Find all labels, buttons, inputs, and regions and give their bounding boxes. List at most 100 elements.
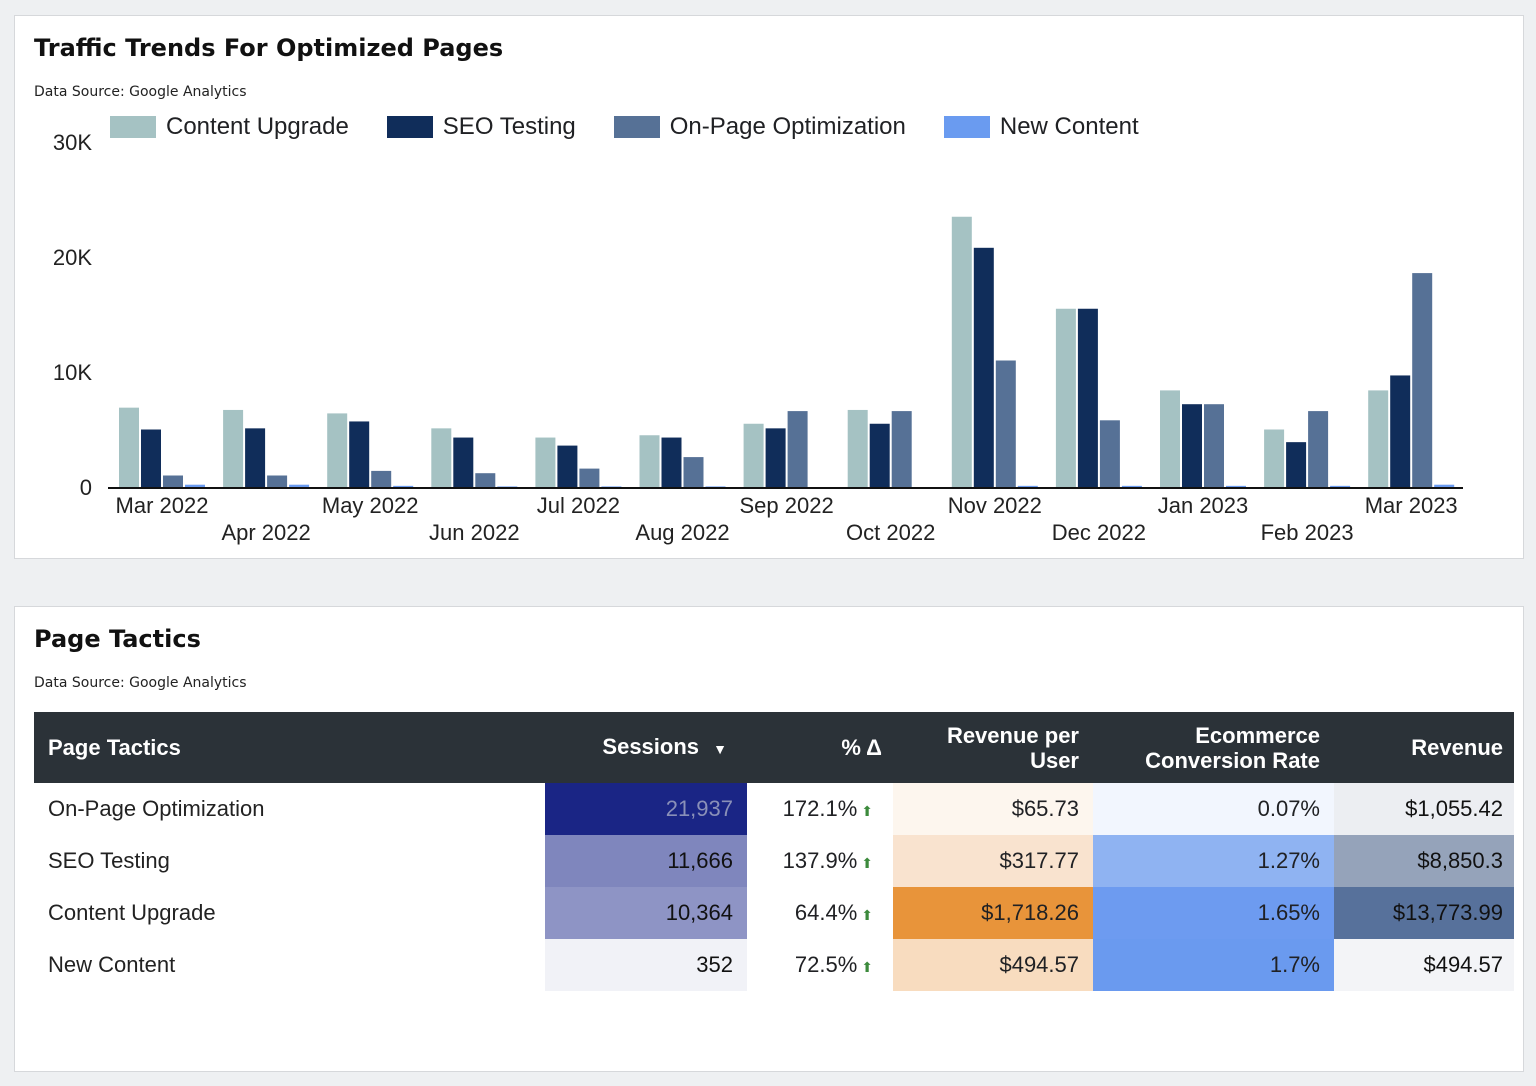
revenue-cell: $494.57: [1334, 939, 1514, 991]
bar: [847, 409, 868, 487]
header-label: Sessions: [602, 733, 700, 759]
y-tick-label: 20K: [53, 245, 92, 270]
bar: [995, 360, 1016, 487]
bar: [1099, 420, 1120, 487]
revenue-cell: $1,055.42: [1334, 783, 1514, 835]
y-tick-label: 10K: [53, 360, 92, 385]
legend-label: Content Upgrade: [166, 113, 349, 140]
bar: [267, 475, 288, 487]
x-tick-label: Oct 2022: [846, 520, 935, 545]
x-tick-label: May 2022: [322, 493, 419, 518]
bar: [1390, 375, 1411, 487]
table-row[interactable]: SEO Testing 11,666 137.9% ⬆ $317.77 1.27%…: [34, 835, 1514, 887]
delta-cell: 172.1% ⬆: [747, 783, 893, 835]
x-tick-label: Sep 2022: [739, 493, 833, 518]
bar: [497, 486, 518, 487]
bar: [1182, 404, 1202, 487]
bar: [245, 428, 266, 487]
revenue-cell: $13,773.99: [1334, 887, 1514, 939]
table-row[interactable]: On-Page Optimization 21,937 172.1% ⬆ $65.…: [34, 783, 1514, 835]
bar: [973, 247, 994, 487]
tactic-cell: New Content: [48, 952, 176, 977]
bar: [579, 468, 600, 487]
bar: [639, 435, 660, 487]
bar: [1330, 485, 1351, 487]
header-revenue[interactable]: Revenue: [1334, 712, 1514, 783]
arrow-up-icon: ⬆: [861, 907, 873, 923]
header-delta[interactable]: % Δ: [747, 712, 893, 783]
y-tick-label: 0: [80, 475, 92, 500]
table-row[interactable]: New Content 352 72.5% ⬆ $494.57 1.7% $494…: [34, 939, 1514, 991]
conversion-rate-cell: 1.27%: [1093, 835, 1334, 887]
arrow-up-icon: ⬆: [861, 959, 873, 975]
bar: [119, 407, 139, 487]
header-label: Revenue per User: [946, 722, 1079, 773]
page-tactics-table: Page Tactics Sessions ▼ % Δ Revenue per …: [34, 712, 1514, 991]
legend-swatch: [613, 116, 660, 138]
x-tick-label: Jun 2022: [429, 520, 520, 545]
conversion-rate-cell: 1.65%: [1093, 887, 1334, 939]
bar: [1286, 442, 1307, 487]
legend-label: New Content: [999, 113, 1139, 140]
bar: [141, 429, 161, 487]
delta-value: 64.4%: [794, 900, 858, 925]
sessions-cell: 10,364: [545, 887, 747, 939]
header-page-tactics[interactable]: Page Tactics: [34, 712, 545, 783]
chart-legend: Content Upgrade SEO Testing On-Page Opti…: [110, 113, 1177, 141]
chart-source: Data Source: Google Analytics: [34, 84, 247, 100]
conversion-rate-cell: 1.7%: [1093, 939, 1334, 991]
bar: [765, 428, 786, 487]
bar: [869, 423, 890, 487]
delta-cell: 72.5% ⬆: [747, 939, 893, 991]
arrow-up-icon: ⬆: [861, 855, 873, 871]
chart-title: Traffic Trends For Optimized Pages: [34, 34, 504, 62]
bar: [951, 216, 972, 487]
tactic-cell: Content Upgrade: [48, 900, 216, 925]
revenue-per-user-cell: $65.73: [893, 783, 1093, 835]
bar: [163, 475, 183, 487]
bar: [185, 484, 205, 487]
conversion-rate-cell: 0.07%: [1093, 783, 1334, 835]
bar: [289, 484, 310, 487]
legend-swatch: [943, 116, 990, 138]
header-revenue-per-user[interactable]: Revenue per User: [893, 712, 1093, 783]
sort-desc-icon: ▼: [713, 740, 727, 757]
legend-item[interactable]: Content Upgrade: [110, 113, 349, 141]
bar: [453, 437, 474, 487]
bar: [1308, 411, 1329, 487]
table-row[interactable]: Content Upgrade 10,364 64.4% ⬆ $1,718.26 …: [34, 887, 1514, 939]
bar: [1160, 390, 1180, 487]
bar: [431, 428, 452, 487]
bar-chart: 0 10K 20K 30K Mar 2022 Apr 2022 May 2022 Jun 20…: [53, 130, 1463, 545]
bar: [223, 409, 244, 487]
bar: [601, 486, 622, 487]
x-tick-label: Jan 2023: [1158, 493, 1249, 518]
bar: [1368, 390, 1389, 487]
bar: [743, 423, 764, 487]
bar: [1121, 485, 1142, 487]
table-panel: Page Tactics Data Source: Google Analyti…: [14, 606, 1524, 1072]
bar: [557, 445, 578, 487]
delta-value: 137.9%: [782, 848, 858, 873]
legend-item[interactable]: On-Page Optimization: [613, 113, 906, 141]
bar: [1017, 485, 1038, 487]
bar: [1077, 308, 1098, 487]
tactic-cell: SEO Testing: [48, 848, 170, 873]
legend-swatch: [386, 116, 433, 138]
bar: [1226, 485, 1246, 487]
legend-item[interactable]: SEO Testing: [386, 113, 576, 141]
bar: [475, 473, 496, 487]
delta-value: 72.5%: [794, 952, 858, 977]
x-tick-label: Jul 2022: [537, 493, 620, 518]
header-conversion-rate[interactable]: Ecommerce Conversion Rate: [1093, 712, 1334, 783]
header-label: Ecommerce Conversion Rate: [1145, 722, 1320, 773]
sessions-cell: 21,937: [545, 783, 747, 835]
legend-swatch: [110, 116, 156, 138]
legend-item[interactable]: New Content: [943, 113, 1139, 141]
bar: [1055, 308, 1076, 487]
header-sessions[interactable]: Sessions ▼: [545, 712, 747, 783]
bar: [705, 486, 726, 487]
bar: [891, 411, 912, 487]
bar: [371, 470, 392, 487]
delta-value: 172.1%: [782, 796, 858, 821]
